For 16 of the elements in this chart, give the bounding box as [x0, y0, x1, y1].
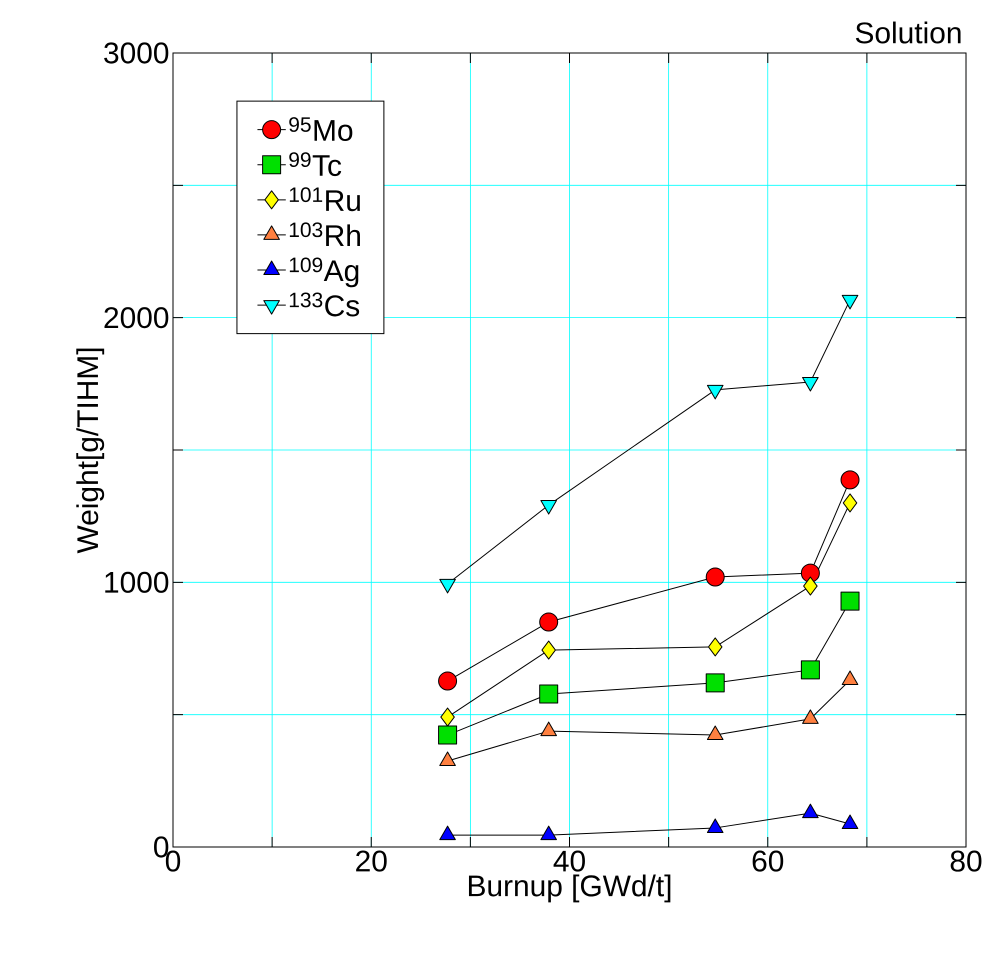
legend-label: $^{109}$Ag [290, 257, 358, 288]
x-tick-label: 60 [752, 850, 784, 872]
y-tick-label: 2000 [104, 307, 168, 328]
legend-label: $^{133}$Cs [290, 292, 360, 316]
legend-label: $^{99}$Tc [289, 152, 342, 176]
x-tick-label: 40 [554, 850, 585, 872]
y-axis-title: Weight[g/TIHM] [76, 348, 104, 554]
x-axis-title: Burnup [GWd/t] [468, 874, 670, 902]
legend-label: $^{101}$Ru [290, 187, 360, 212]
legend-label: $^{95}$Mo [289, 117, 352, 142]
chart-title: Solution [856, 22, 961, 44]
x-tick-label: 20 [356, 850, 387, 872]
x-tick-label: 80 [950, 850, 982, 872]
y-tick-label: 1000 [105, 572, 168, 593]
y-tick-label: 3000 [104, 42, 168, 64]
legend-label: $^{103}$Rh [290, 222, 360, 246]
